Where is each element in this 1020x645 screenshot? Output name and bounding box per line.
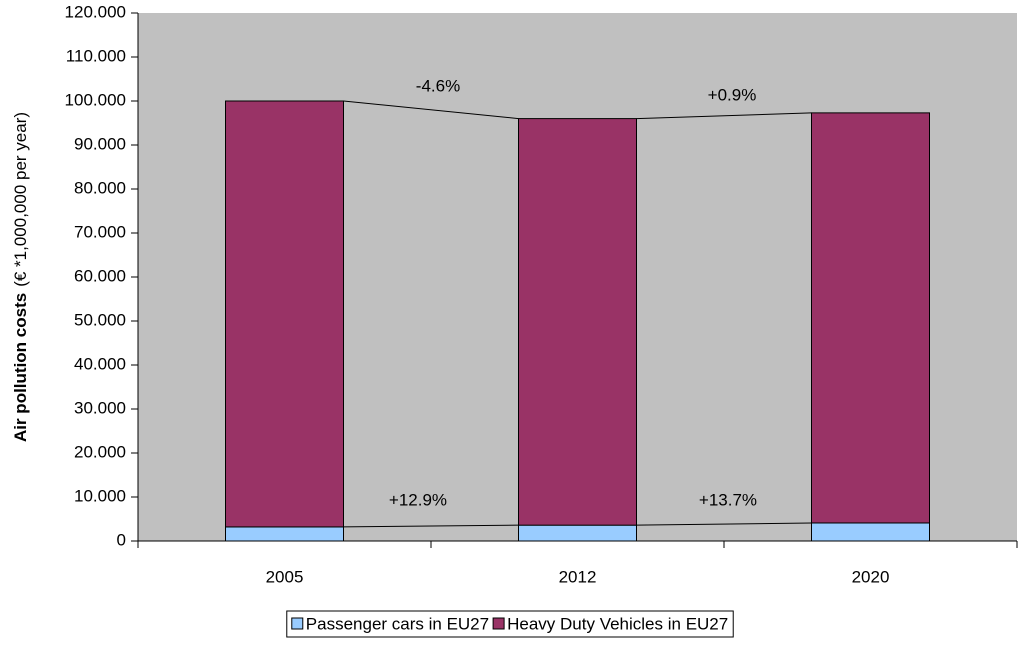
connector	[636, 522, 812, 526]
bar-segment	[518, 118, 637, 526]
annotation: -4.6%	[416, 76, 460, 95]
bar-segment	[225, 526, 344, 542]
legend: Passenger cars in EU27 Heavy Duty Vehicle…	[286, 610, 734, 638]
connector	[343, 524, 519, 528]
annotation: +13.7%	[699, 490, 757, 509]
y-label: Air pollution costs	[11, 293, 30, 442]
y-tick-label: 60.000	[74, 266, 126, 285]
y-tick-label: 80.000	[74, 178, 126, 197]
legend-swatch	[291, 617, 304, 630]
y-tick-label: 50.000	[74, 310, 126, 329]
bar-segment	[811, 522, 930, 542]
y-tick-label: 90.000	[74, 134, 126, 153]
y-label-unit: (€ *1,000,000 per year)	[11, 112, 30, 287]
x-tick-label: 2005	[266, 567, 304, 586]
annotation: +0.9%	[708, 85, 757, 104]
connector	[343, 100, 519, 120]
legend-label: Heavy Duty Vehicles in EU27	[507, 614, 728, 633]
x-tick-label: 2020	[852, 567, 890, 586]
y-tick-label: 40.000	[74, 354, 126, 373]
y-tick-label: 0	[117, 530, 126, 549]
y-tick-label: 20.000	[74, 442, 126, 461]
x-tick-label: 2012	[559, 567, 597, 586]
connector	[636, 112, 812, 120]
bar-segment	[518, 524, 637, 542]
bar-segment	[225, 100, 344, 528]
y-tick-label: 120.000	[65, 2, 126, 21]
legend-swatch	[492, 617, 505, 630]
legend-label: Passenger cars in EU27	[306, 614, 489, 633]
bar-segment	[811, 112, 930, 524]
y-tick-label: 100.000	[65, 90, 126, 109]
y-tick-label: 10.000	[74, 486, 126, 505]
annotation: +12.9%	[389, 490, 447, 509]
legend-box	[286, 610, 734, 638]
y-tick-label: 110.000	[66, 46, 126, 65]
y-axis-title: Air pollution costs (€ *1,000,000 per yea…	[11, 112, 30, 442]
y-tick-label: 30.000	[74, 398, 126, 417]
y-tick-label: 70.000	[74, 222, 126, 241]
